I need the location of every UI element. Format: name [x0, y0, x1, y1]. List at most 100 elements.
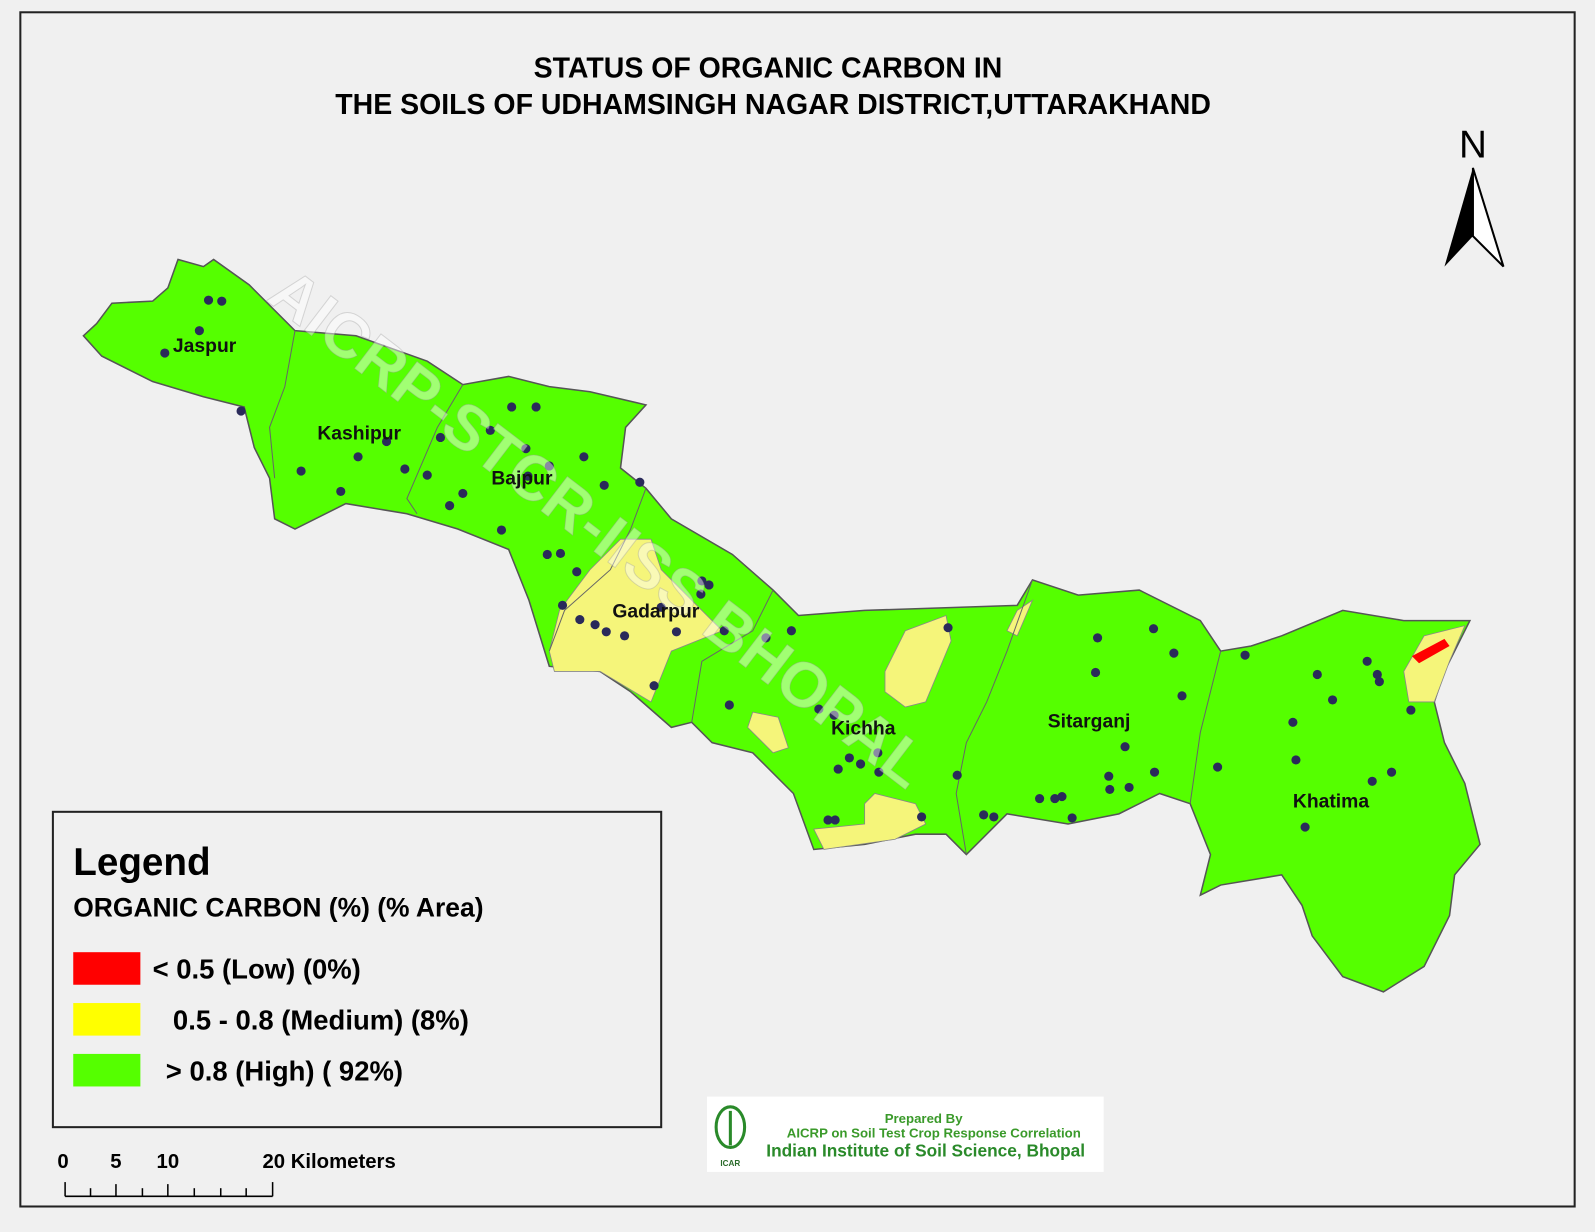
sample-point: [1288, 717, 1298, 727]
legend-swatch: [73, 952, 141, 985]
sample-point: [381, 436, 392, 447]
sample-point: [400, 464, 410, 474]
legend-subtitle: ORGANIC CARBON (%) (% Area): [73, 893, 483, 923]
sample-point: [844, 753, 854, 763]
sample-point: [719, 626, 729, 636]
sample-point: [521, 444, 531, 454]
sample-point: [507, 402, 517, 412]
medium-zone: [548, 538, 1466, 850]
boundary: [955, 579, 1033, 855]
credit-box: [706, 1096, 1104, 1172]
sample-point: [1240, 650, 1250, 660]
sample-point: [1291, 755, 1301, 765]
place-label: Sitarganj: [1048, 711, 1131, 732]
sample-point: [542, 549, 552, 560]
sample-point: [1067, 813, 1077, 823]
place-label: Gadarpur: [612, 602, 699, 623]
sample-point: [649, 681, 659, 691]
sample-point: [555, 548, 566, 559]
sample-point: [671, 627, 682, 637]
sample-point: [1362, 656, 1372, 666]
medium-patch: [813, 793, 927, 850]
legend-label: 0.5 - 0.8 (Medium) (8%): [173, 1004, 469, 1035]
boundary: [548, 488, 647, 652]
title-line: THE SOILS OF UDHAMSINGH NAGAR DISTRICT,U…: [335, 89, 1211, 121]
medium-patch: [747, 711, 789, 754]
sample-point: [544, 461, 554, 471]
sample-point: [599, 480, 609, 490]
sample-point: [435, 432, 446, 443]
sample-point: [445, 501, 455, 511]
sample-point: [523, 471, 533, 481]
sample-point: [814, 704, 824, 714]
low-patch: [1411, 638, 1450, 664]
sample-point: [1105, 784, 1115, 795]
sample-point: [1093, 633, 1103, 643]
scale-label: 5: [110, 1151, 121, 1173]
legend-swatch: [73, 1003, 141, 1036]
sample-point: [1312, 669, 1322, 680]
sample-point: [1327, 695, 1338, 705]
sample-point: [1374, 677, 1384, 687]
sample-point: [1367, 776, 1377, 786]
sample-point: [590, 620, 600, 630]
place-label: Bajpur: [491, 468, 553, 489]
legend-swatch: [73, 1053, 141, 1087]
north-arrow: [1471, 167, 1505, 268]
sample-point: [704, 580, 714, 590]
sample-point: [458, 488, 468, 499]
sample-point: [619, 631, 630, 641]
sample-point: [217, 296, 227, 306]
logo-ring: [714, 1105, 747, 1150]
sample-point: [952, 770, 962, 780]
title-line: STATUS OF ORGANIC CARBON IN: [534, 52, 1003, 84]
boundary: [691, 589, 774, 723]
sample-point: [855, 759, 866, 769]
legend-label: > 0.8 (High) ( 92%): [166, 1055, 403, 1086]
scale-bar: [64, 1182, 274, 1198]
credit-line: Prepared By: [885, 1111, 964, 1126]
place-label: Jaspur: [173, 336, 237, 357]
sample-point: [1149, 767, 1160, 777]
sample-point: [1372, 669, 1382, 680]
sample-point: [579, 452, 589, 462]
boundary: [1189, 650, 1222, 804]
district-area: [82, 258, 1481, 993]
sample-point: [696, 589, 706, 599]
scale-label: 10: [157, 1151, 180, 1173]
credit-line: AICRP on Soil Test Crop Response Correla…: [787, 1125, 1081, 1140]
sample-point: [353, 452, 363, 462]
legend-label: < 0.5 (Low) (0%): [153, 954, 361, 985]
sample-point: [1406, 705, 1416, 715]
medium-patch: [1006, 599, 1034, 637]
medium-patch: [884, 614, 952, 708]
place-label: Khatima: [1293, 792, 1369, 813]
medium-patch: [548, 538, 723, 703]
place-label: Kichha: [831, 719, 896, 740]
sample-point: [697, 576, 707, 586]
sample-point: [422, 470, 432, 480]
medium-patch: [1403, 625, 1466, 703]
sample-point: [724, 700, 734, 710]
sample-point: [203, 295, 214, 305]
logo-text: ICAR: [720, 1159, 740, 1168]
sample-point: [160, 348, 170, 358]
sample-point: [979, 810, 989, 820]
sample-point: [1120, 742, 1130, 752]
north-arrow: [1444, 167, 1473, 267]
boundary: [406, 384, 464, 515]
sample-point: [496, 525, 507, 535]
sample-point: [989, 812, 999, 822]
sample-point: [786, 626, 796, 636]
north-label: N: [1459, 124, 1487, 167]
legend-items: < 0.5 (Low) (0%) 0.5 - 0.8 (Medium) (8%) >…: [73, 952, 469, 1087]
sample-point: [1035, 794, 1045, 804]
sample-point: [1169, 648, 1179, 658]
sample-point: [572, 567, 582, 577]
icar-logo: ICAR: [714, 1105, 747, 1168]
sample-point: [531, 402, 541, 412]
sample-point: [873, 748, 883, 758]
sample-point: [557, 600, 568, 610]
scale-label: 20 Kilometers: [262, 1151, 395, 1173]
